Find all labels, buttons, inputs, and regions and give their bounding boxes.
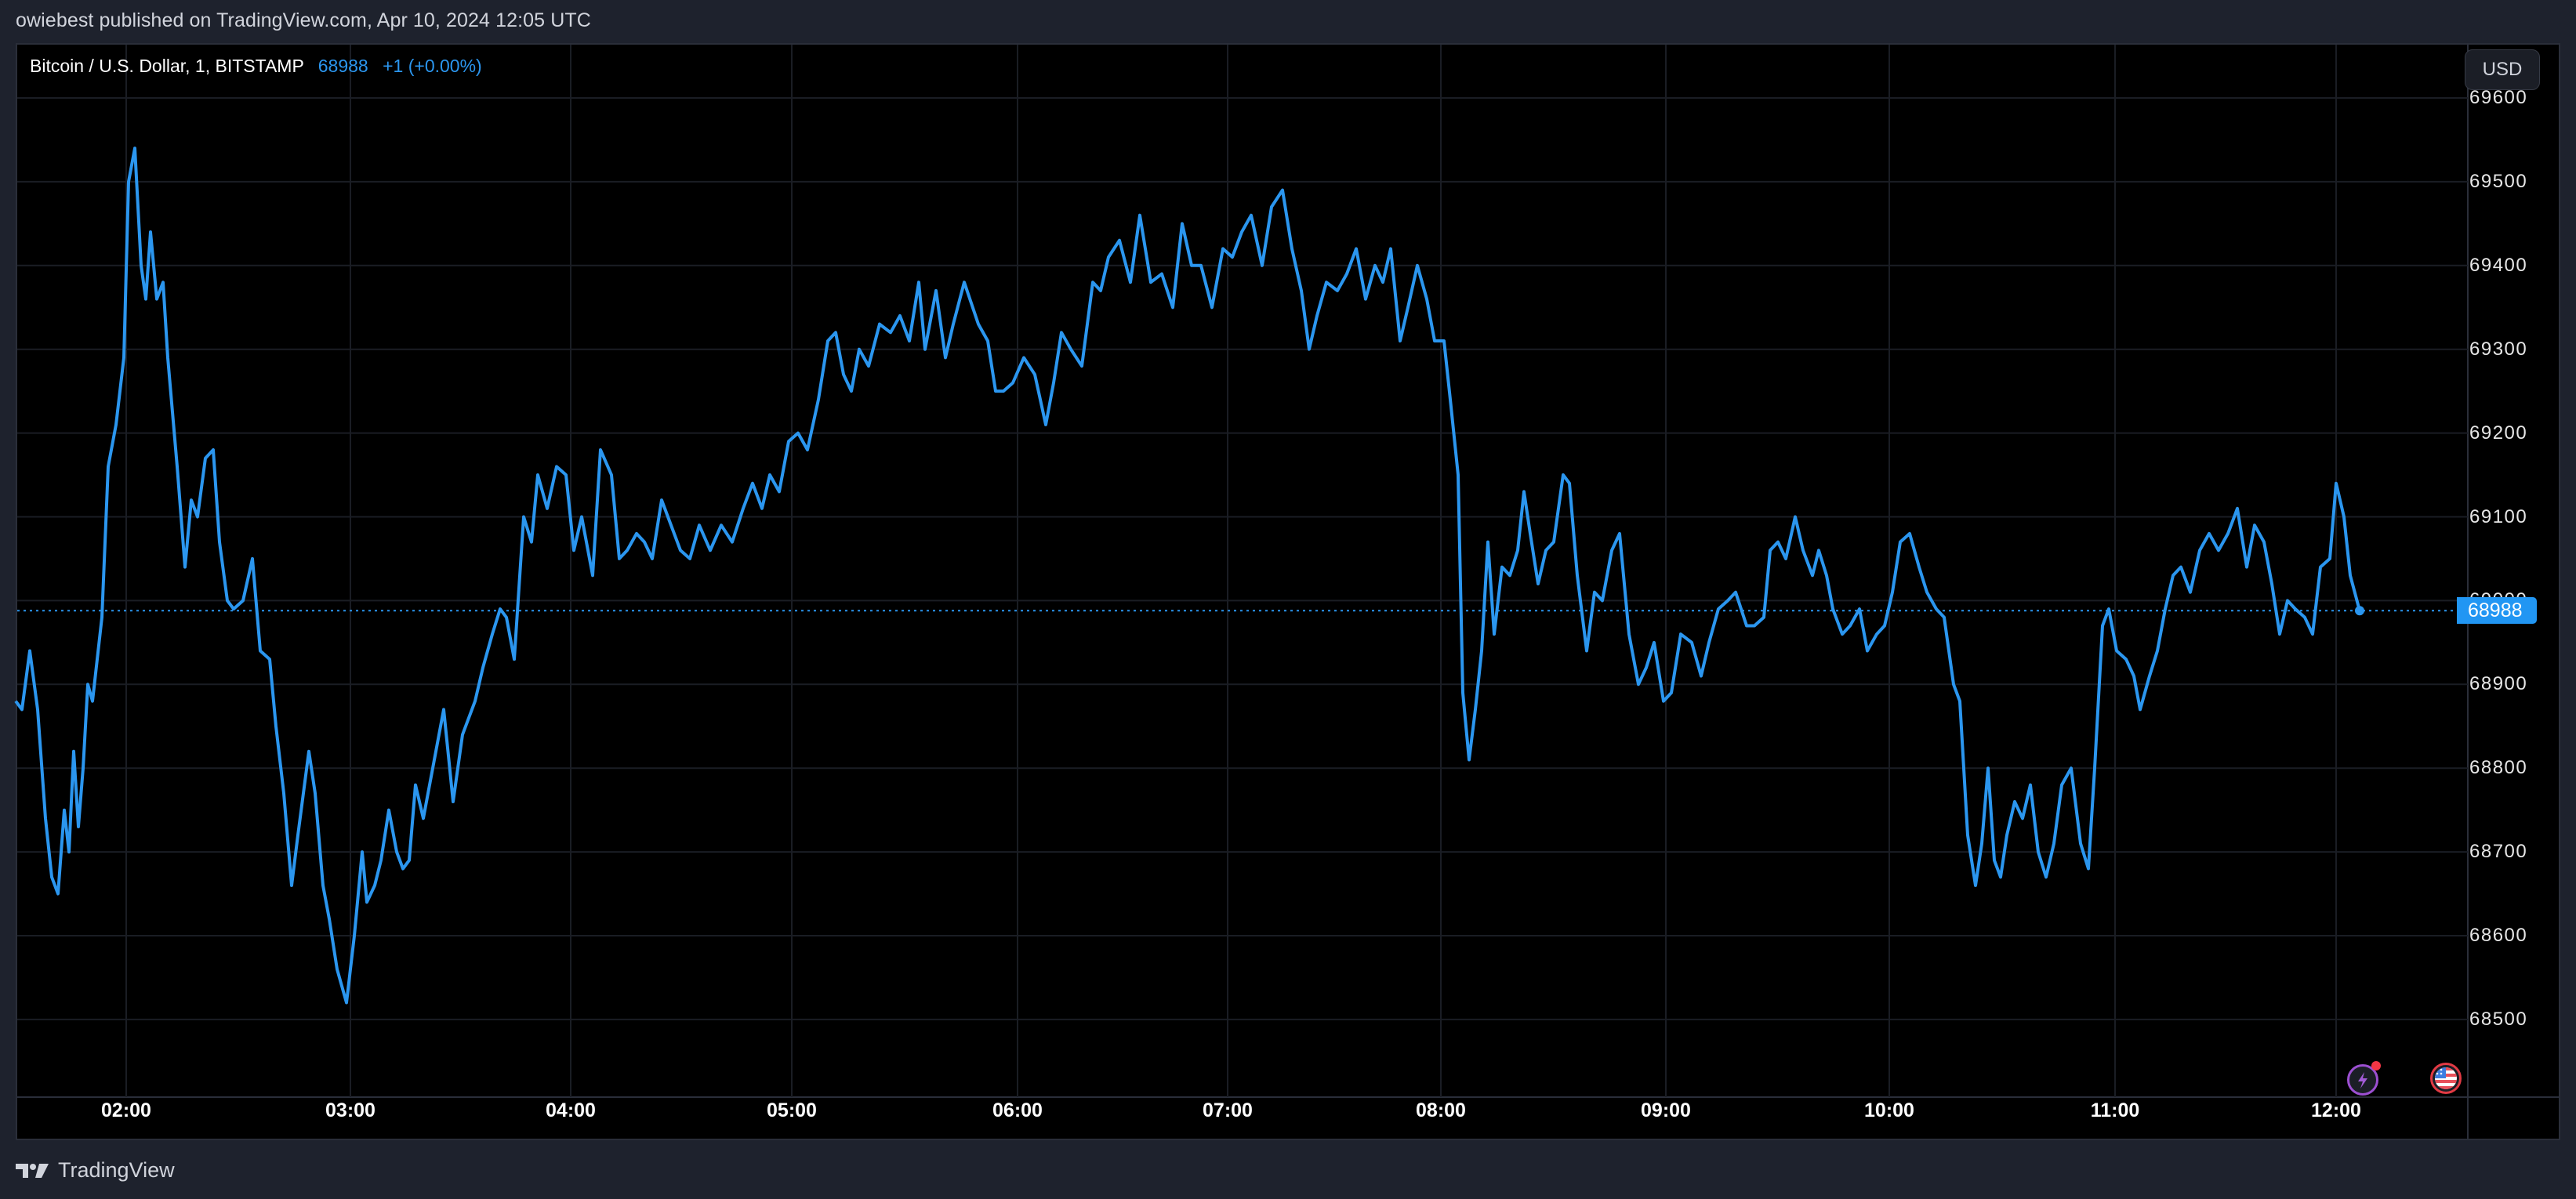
- price-tick-label: 69500: [2469, 170, 2528, 192]
- price-tick-label: 69600: [2469, 87, 2528, 108]
- time-tick-label: 05:00: [767, 1099, 817, 1121]
- price-tick-label: 69100: [2469, 505, 2528, 527]
- time-tick-label: 09:00: [1641, 1099, 1691, 1121]
- lightning-events-icon[interactable]: [2347, 1061, 2381, 1096]
- time-tick-label: 07:00: [1203, 1099, 1253, 1121]
- price-tick-label: 68600: [2469, 925, 2528, 946]
- price-tick-label: 68900: [2469, 673, 2528, 695]
- price-tick-label: 68700: [2469, 841, 2528, 863]
- symbol-title: Bitcoin / U.S. Dollar, 1, BITSTAMP: [30, 56, 304, 76]
- time-tick-label: 03:00: [325, 1099, 376, 1121]
- price-tick-label: 69200: [2469, 422, 2528, 444]
- currency-button[interactable]: USD: [2465, 49, 2540, 90]
- footer: TradingView: [16, 1158, 175, 1183]
- time-tick-label: 02:00: [101, 1099, 151, 1121]
- time-tick-label: 11:00: [2090, 1099, 2140, 1121]
- time-tick-label: 04:00: [546, 1099, 596, 1121]
- us-flag-icon[interactable]: [2430, 1063, 2462, 1094]
- symbol-legend[interactable]: Bitcoin / U.S. Dollar, 1, BITSTAMP 68988…: [30, 56, 482, 77]
- last-price-tag: 68988: [2457, 597, 2537, 625]
- price-tick-label: 68800: [2469, 757, 2528, 779]
- publish-info: owiebest published on TradingView.com, A…: [16, 9, 591, 31]
- notification-dot-icon: [2371, 1061, 2381, 1070]
- legend-last-price: 68988: [317, 56, 368, 76]
- time-tick-label: 06:00: [992, 1099, 1043, 1121]
- tradingview-logo-icon: [16, 1163, 49, 1178]
- price-tick-label: 69400: [2469, 254, 2528, 276]
- time-tick-label: 10:00: [1864, 1099, 1914, 1121]
- time-tick-label: 12:00: [2311, 1099, 2361, 1121]
- tradingview-brand: TradingView: [58, 1158, 175, 1182]
- legend-change: +1 (+0.00%): [383, 56, 482, 76]
- time-tick-label: 08:00: [1416, 1099, 1466, 1121]
- price-tick-label: 68500: [2469, 1008, 2528, 1030]
- price-tick-label: 69300: [2469, 338, 2528, 360]
